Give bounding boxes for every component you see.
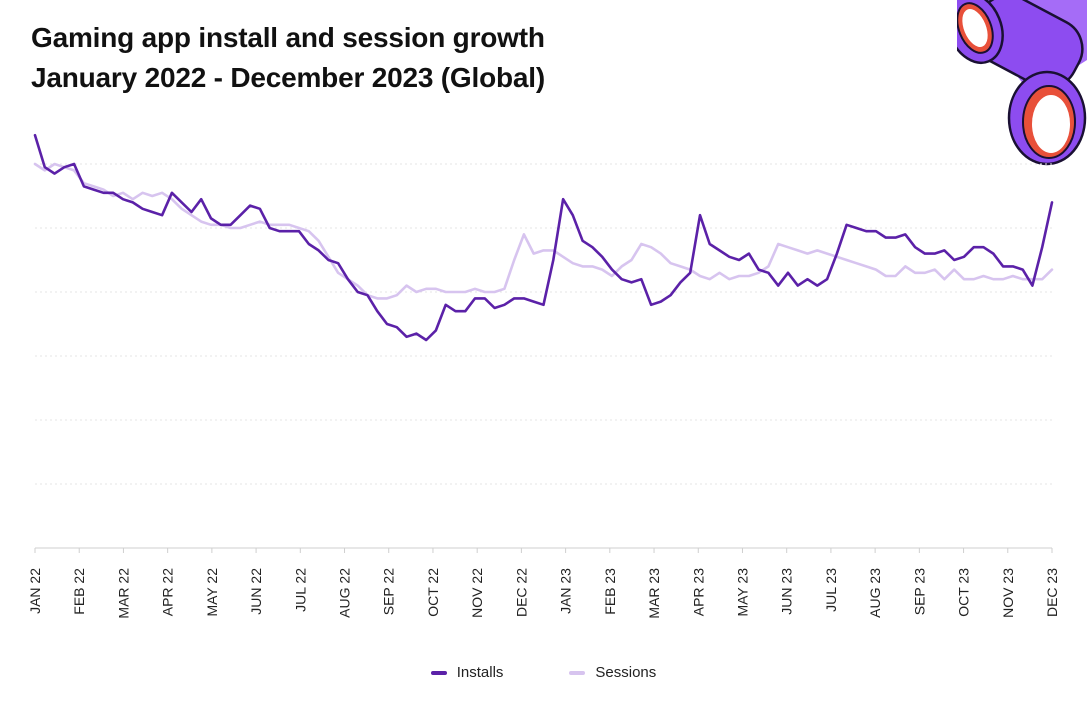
- x-tick-label-0: JAN 22: [27, 568, 43, 614]
- series-line-sessions: [33, 162, 1054, 300]
- x-tick-label-18: JUL 23: [823, 568, 839, 612]
- x-tick-label-6: JUL 22: [292, 568, 308, 612]
- x-tick-label-12: JAN 23: [558, 568, 574, 614]
- x-tick-label-15: APR 23: [690, 568, 706, 616]
- legend: Installs Sessions: [0, 664, 1087, 681]
- series-lines: [33, 133, 1054, 342]
- purple-pipe-icon: [957, 0, 1087, 166]
- x-tick-label-7: AUG 22: [337, 568, 353, 618]
- x-tick-label-13: FEB 23: [602, 568, 618, 615]
- x-tick-label-19: AUG 23: [867, 568, 883, 618]
- legend-item-installs[interactable]: Installs: [430, 664, 504, 681]
- legend-swatch-sessions: [569, 670, 586, 675]
- x-tick-label-10: NOV 22: [469, 568, 485, 618]
- x-tick-label-1: FEB 22: [71, 568, 87, 615]
- x-tick-label-16: MAY 23: [734, 568, 750, 617]
- x-tick-label-17: JUN 23: [779, 568, 795, 615]
- legend-swatch-installs: [430, 670, 447, 675]
- x-tick-label-4: MAY 22: [204, 568, 220, 617]
- x-tick-label-21: OCT 23: [956, 568, 972, 617]
- x-tick-label-2: MAR 22: [115, 568, 131, 619]
- chart-title-line2: January 2022 - December 2023 (Global): [31, 62, 545, 93]
- x-axis: JAN 22 FEB 22 MAR 22 APR 22 MAY 22 JUN 22 JUL …: [27, 547, 1060, 619]
- x-tick-label-5: JUN 22: [248, 568, 264, 615]
- x-tick-label-22: NOV 23: [1000, 568, 1016, 618]
- legend-label-installs: Installs: [456, 664, 504, 681]
- x-tick-label-9: OCT 22: [425, 568, 441, 617]
- x-tick-label-14: MAR 23: [646, 568, 662, 619]
- series-line-installs: [33, 133, 1054, 342]
- x-tick-label-8: SEP 22: [381, 568, 397, 615]
- chart-title-line1: Gaming app install and session growth: [31, 22, 545, 53]
- chart-title: Gaming app install and session growth Ja…: [31, 18, 545, 98]
- x-tick-label-11: DEC 22: [513, 568, 529, 617]
- x-tick-label-3: APR 22: [160, 568, 176, 616]
- x-tick-label-20: SEP 23: [911, 568, 927, 615]
- legend-label-sessions: Sessions: [595, 664, 657, 681]
- legend-item-sessions[interactable]: Sessions: [569, 664, 656, 681]
- x-tick-label-23: DEC 23: [1044, 568, 1060, 617]
